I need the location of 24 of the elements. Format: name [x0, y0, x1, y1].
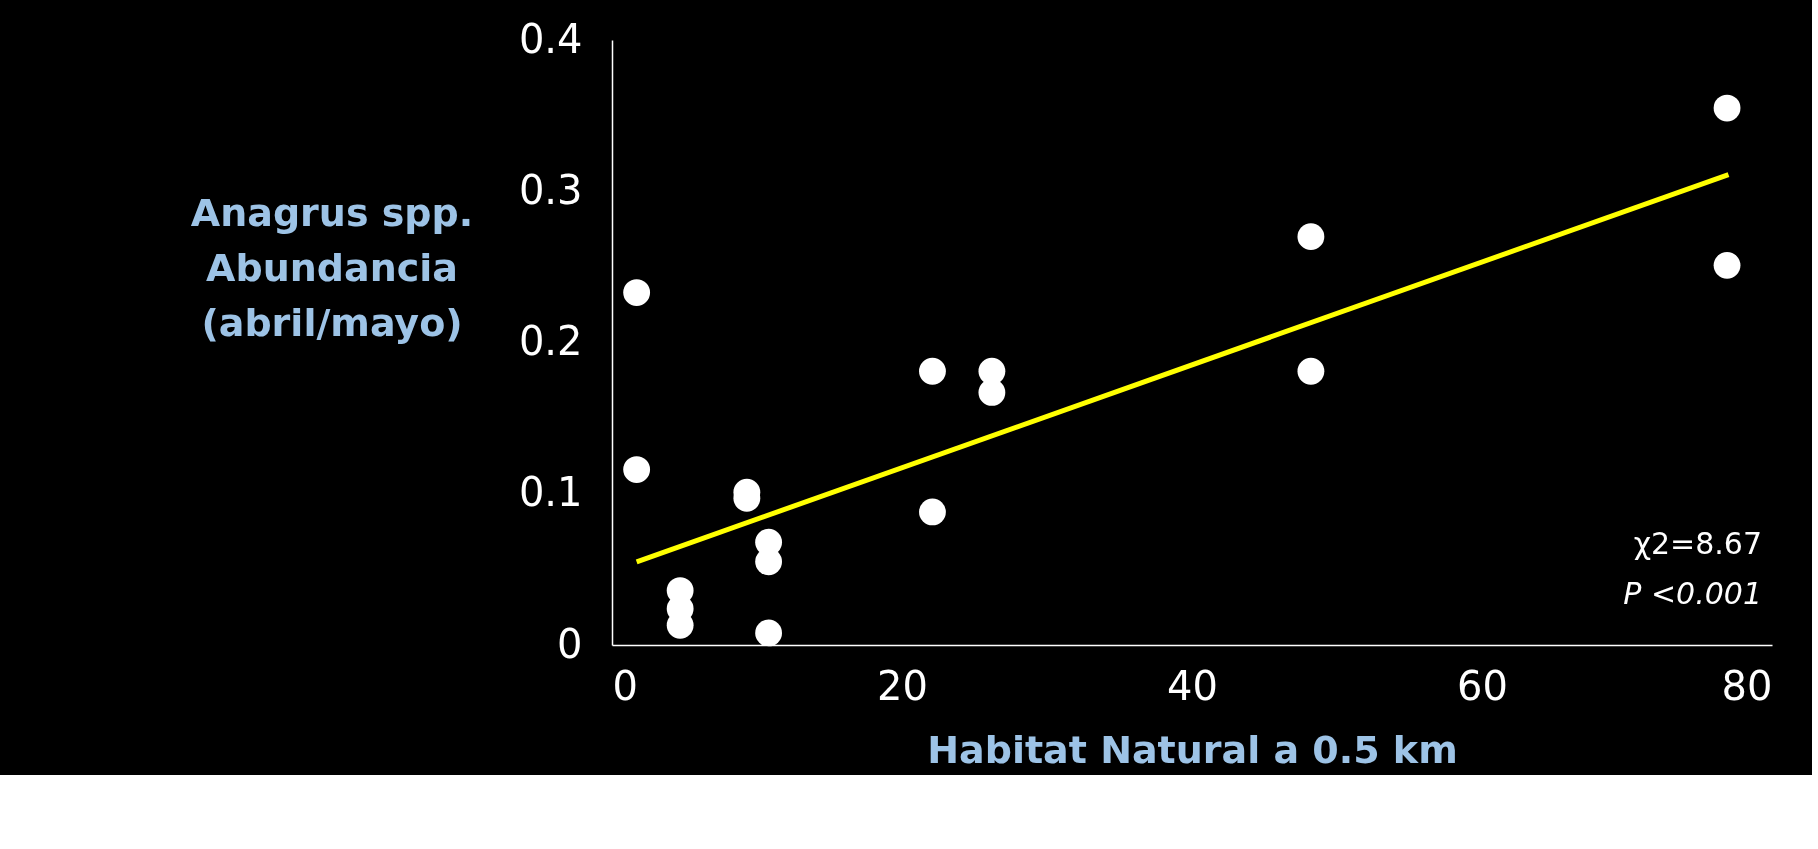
point: [1713, 251, 1741, 279]
x-tick-label: 60: [1457, 662, 1508, 709]
point: [623, 279, 651, 306]
annotation: χ2=8.67: [1633, 526, 1762, 561]
point: [755, 619, 783, 647]
x-tick-label: 20: [877, 662, 928, 709]
x-tick-label: 80: [1721, 662, 1773, 709]
x-tick-label: 0: [612, 662, 638, 709]
point: [919, 357, 946, 385]
x-axis-title: Habitat Natural a 0.5 km: [927, 727, 1458, 772]
y-axis-title: Anagrus spp. Abundancia (abril/mayo): [190, 191, 474, 345]
point: [1713, 94, 1741, 122]
point: [978, 379, 1006, 406]
y-tick-label: 0.1: [518, 469, 583, 516]
point: [919, 498, 946, 526]
y-tick-label: 0.3: [518, 166, 583, 213]
point: [1297, 223, 1325, 251]
point: [1297, 357, 1325, 385]
point: [623, 456, 651, 483]
y-tick-label: 0: [557, 620, 583, 667]
y-tick-label: 0.2: [518, 318, 583, 364]
annotation: P <0.001: [1623, 576, 1762, 611]
x-tick-label: 40: [1167, 662, 1218, 709]
y-tick-label: 0.4: [518, 15, 583, 62]
